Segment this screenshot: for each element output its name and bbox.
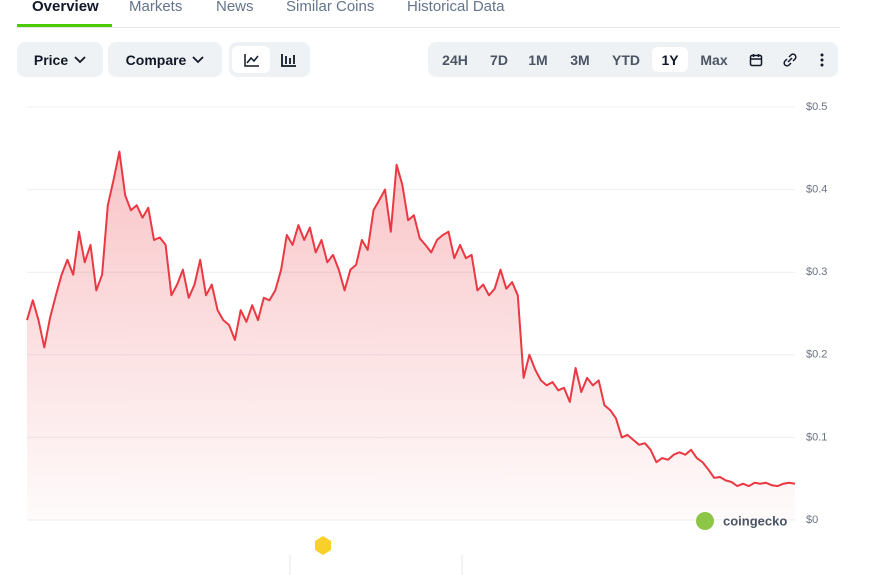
- tab[interactable]: Markets: [129, 0, 183, 15]
- logo: [696, 512, 714, 530]
- area: [27, 151, 795, 520]
- range-button[interactable]: 24H: [442, 51, 468, 68]
- line-chart-button[interactable]: [232, 46, 270, 73]
- y-tick-label: $0.5: [806, 101, 827, 113]
- label: Compare: [125, 51, 187, 68]
- range-button[interactable]: 3M: [570, 51, 590, 68]
- range-selector: 24H 7D 1M 3M YTD 1Y Max: [428, 42, 838, 77]
- range-button[interactable]: 1Y: [652, 47, 688, 72]
- chevron: [192, 55, 204, 63]
- tab[interactable]: Overview: [32, 0, 99, 15]
- candle-chart-button[interactable]: [281, 53, 297, 67]
- y-tick-label: $0.4: [806, 184, 827, 196]
- active-indicator: [17, 24, 112, 27]
- label: Price: [33, 51, 69, 68]
- range-button[interactable]: 1M: [528, 51, 548, 68]
- range-button[interactable]: 7D: [490, 51, 508, 68]
- calendar-button[interactable]: [749, 53, 763, 67]
- tab[interactable]: News: [216, 0, 254, 15]
- chevron: [74, 55, 86, 63]
- watermark: coingecko: [723, 513, 787, 528]
- tab[interactable]: Historical Data: [407, 0, 505, 15]
- y-tick-label: $0.2: [806, 349, 827, 361]
- range-button[interactable]: Max: [700, 51, 728, 68]
- y-tick-label: $0.1: [806, 431, 827, 443]
- dropdown[interactable]: Price: [17, 42, 103, 77]
- y-tick-label: $0.3: [806, 266, 827, 278]
- link-button[interactable]: [781, 52, 799, 68]
- more-button[interactable]: [820, 52, 824, 68]
- y-tick-label: $0: [806, 514, 818, 526]
- tab-bar: Overview Markets News Similar Coins Hist…: [17, 0, 840, 28]
- event-marker[interactable]: [315, 536, 331, 555]
- dropdown[interactable]: Compare: [108, 42, 222, 77]
- range-button[interactable]: YTD: [612, 51, 640, 68]
- tab[interactable]: Similar Coins: [286, 0, 375, 15]
- chart-type-toggle: [229, 42, 310, 77]
- price-line: [26, 150, 796, 488]
- icon: [244, 54, 259, 67]
